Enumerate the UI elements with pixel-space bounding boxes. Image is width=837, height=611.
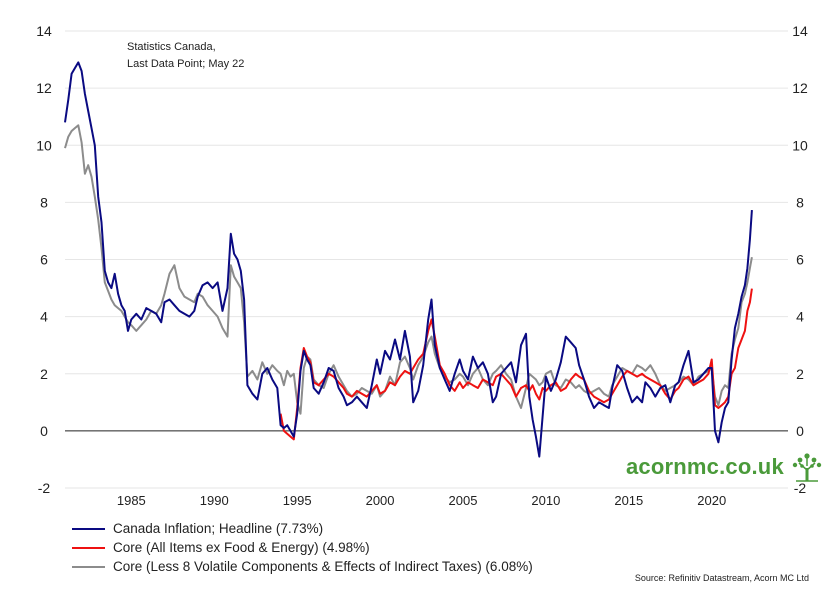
legend-label: Core (All Items ex Food & Energy) (4.98%…: [113, 540, 370, 555]
x-tick-label: 2015: [614, 493, 643, 508]
legend-item-core-ex-food-energy: Core (All Items ex Food & Energy) (4.98%…: [72, 538, 533, 557]
legend-item-core-less-8: Core (Less 8 Volatile Components & Effec…: [72, 557, 533, 576]
x-tick-label: 1985: [117, 493, 146, 508]
x-tick-label: 2020: [697, 493, 726, 508]
source-note-line1: Statistics Canada,: [127, 41, 216, 53]
brand-text: acornmc.co.uk: [626, 454, 784, 479]
legend-label: Core (Less 8 Volatile Components & Effec…: [113, 559, 533, 574]
tree-icon: [792, 453, 822, 482]
y-tick-label: 8: [40, 194, 48, 210]
x-tick-label: 2010: [531, 493, 560, 508]
source-note-line2: Last Data Point; May 22: [127, 58, 245, 70]
legend-item-headline: Canada Inflation; Headline (7.73%): [72, 519, 533, 538]
gridlines: [65, 30, 788, 489]
y-tick-label: 10: [792, 137, 808, 153]
y-axis-right: -2 0 2 4 6 8 10 12 14: [792, 23, 808, 496]
x-axis: 1985 1990 1995 2000 2005 2010 2015 2020: [117, 493, 726, 508]
y-tick-label: 6: [40, 252, 48, 268]
brand-logo: acornmc.co.uk: [626, 452, 824, 482]
series-lines: [64, 61, 753, 458]
y-tick-label: 4: [796, 309, 804, 325]
legend-swatch: [72, 546, 105, 549]
y-tick-label: 2: [796, 366, 804, 382]
x-tick-label: 1990: [200, 493, 229, 508]
y-tick-label: -2: [794, 480, 807, 496]
y-tick-label: 0: [796, 423, 804, 439]
y-axis-left: -2 0 2 4 6 8 10 12 14: [36, 23, 52, 496]
legend-label: Canada Inflation; Headline (7.73%): [113, 521, 324, 536]
series-line-2: [64, 124, 753, 415]
y-tick-label: 2: [40, 366, 48, 382]
y-tick-label: 10: [36, 137, 52, 153]
source-credit: Source: Refinitiv Datastream, Acorn MC L…: [634, 573, 809, 583]
y-tick-label: 0: [40, 423, 48, 439]
x-tick-label: 1995: [283, 493, 312, 508]
y-tick-label: 14: [792, 23, 808, 39]
legend-swatch: [72, 565, 105, 568]
y-tick-label: 4: [40, 309, 48, 325]
series-line-0: [64, 61, 753, 458]
legend-swatch: [72, 527, 105, 530]
y-tick-label: -2: [38, 480, 51, 496]
chart-legend: Canada Inflation; Headline (7.73%) Core …: [72, 519, 533, 576]
x-tick-label: 2005: [449, 493, 478, 508]
series-line-1: [279, 288, 753, 441]
y-tick-label: 14: [36, 23, 52, 39]
x-tick-label: 2000: [366, 493, 395, 508]
y-tick-label: 8: [796, 194, 804, 210]
y-tick-label: 12: [36, 80, 52, 96]
y-tick-label: 12: [792, 80, 808, 96]
y-tick-label: 6: [796, 252, 804, 268]
